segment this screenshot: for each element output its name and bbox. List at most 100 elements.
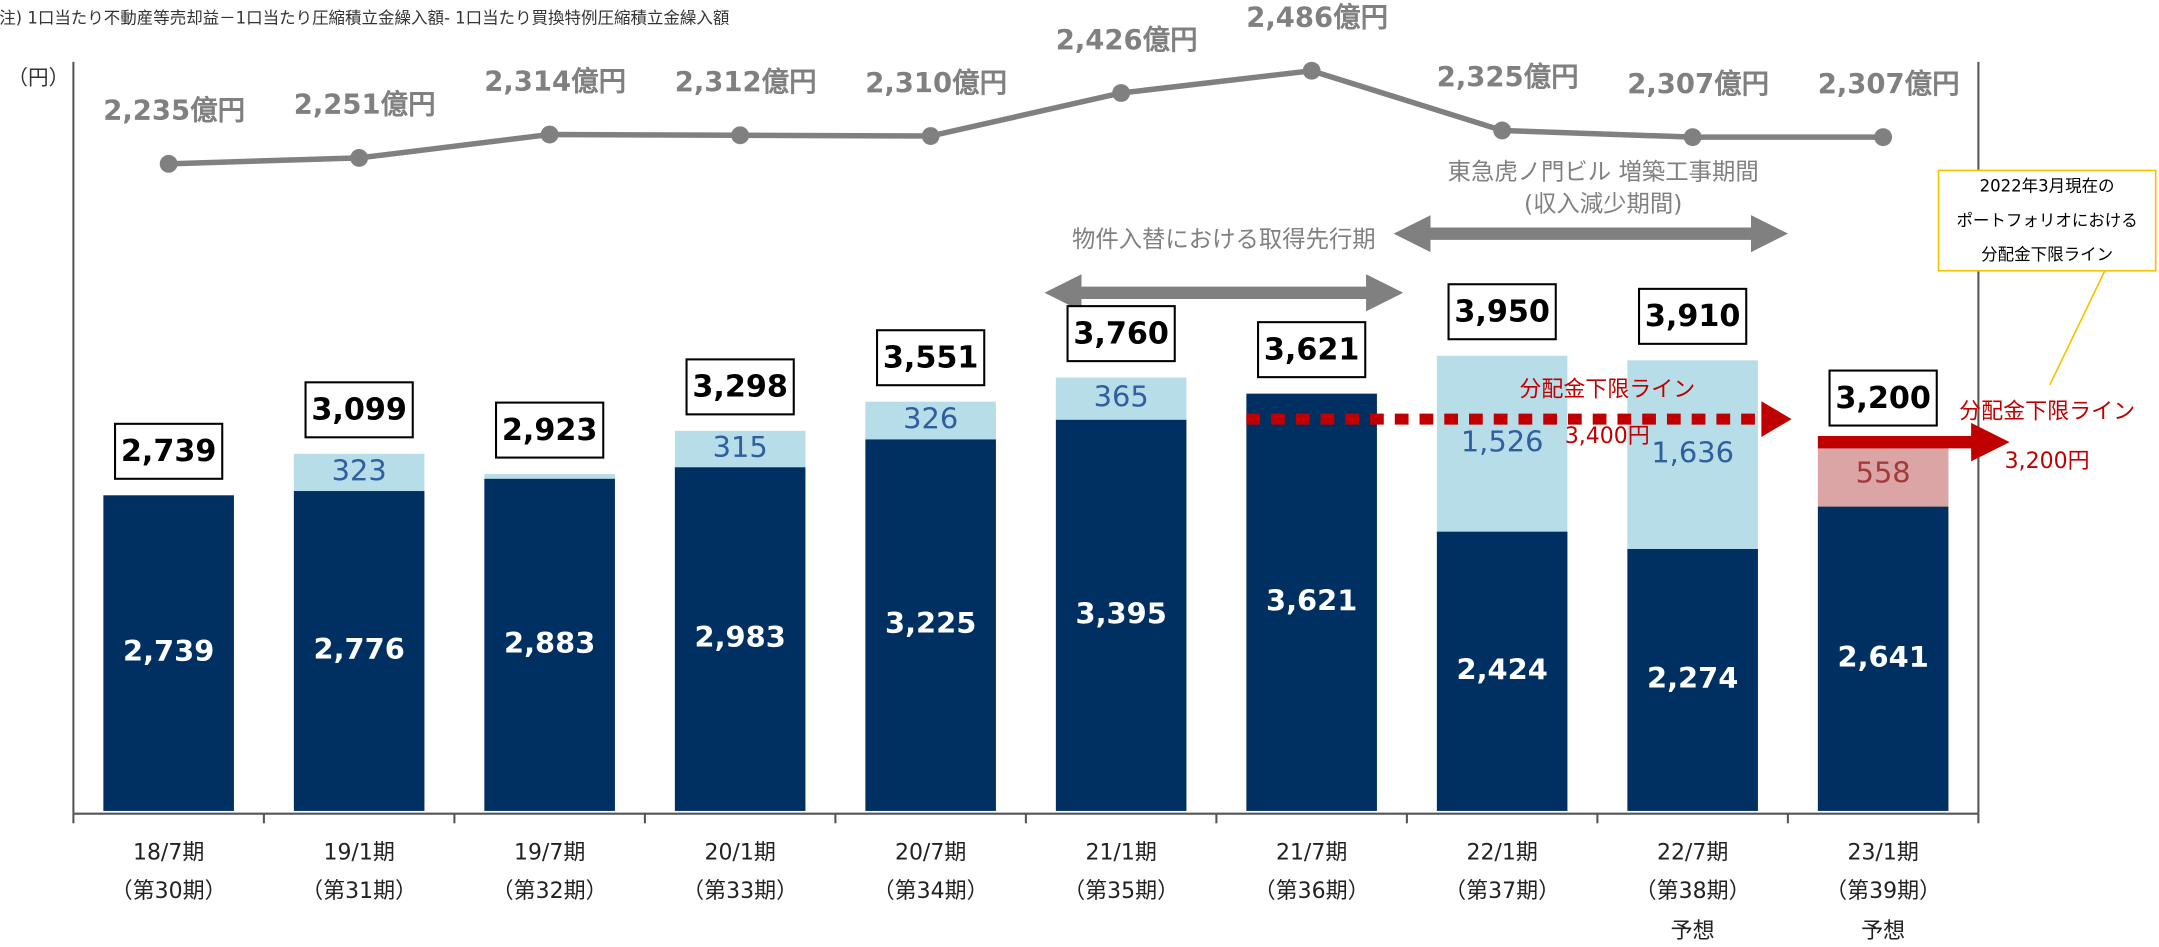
bar-segment [1436,531,1568,811]
total-label: 3,551 [883,341,979,376]
x-tick-sublabel: （第38期） [1635,879,1751,904]
bar-value-label: 2,641 [1837,640,1928,674]
x-tick-label: 21/1期 [1085,841,1156,866]
bar-value-label: 2,739 [123,634,214,668]
bar-value-label: 2,274 [1647,661,1738,695]
total-box [1638,287,1748,345]
callout-leader [2049,270,2106,386]
total-label: 2,739 [121,434,217,469]
bar-segment [1627,548,1758,811]
callout-box [1937,169,2157,272]
x-tick-label: 20/1期 [704,841,775,866]
bar-segment [1817,506,1949,811]
bar-value-label: 2,776 [313,632,404,666]
x-tick-label: 22/7期 [1657,841,1728,866]
line-point [1493,121,1512,140]
bar-segment [484,478,615,811]
total-box [1828,369,1938,427]
line-value-label: 2,251億円 [294,89,436,121]
total-label: 3,200 [1835,381,1931,416]
bar-value-label: 1,526 [1461,425,1544,459]
total-label: 3,621 [1264,333,1360,368]
callout-text: ポートフォリオにおける [1956,211,2137,230]
bar-segment [1436,355,1568,532]
x-tick-sublabel: （第32期） [492,879,608,904]
x-tick-label: 21/7期 [1276,841,1347,866]
floor-arrowhead [1971,422,2010,462]
x-tick-label: 20/7期 [895,841,966,866]
line-point [350,148,369,167]
bar-segment [1817,442,1949,507]
x-tick-label: 23/1期 [1847,841,1918,866]
bar-segment [865,439,996,811]
line-value-label: 2,314億円 [484,65,626,97]
floor-arrowhead [1761,401,1792,437]
bar-segment [103,495,234,811]
bar-segment [674,467,806,811]
bar-value-label: 2,883 [504,626,595,660]
forecast-label: 予想 [1861,919,1905,944]
period-label: 東急虎ノ門ビル 増築工事期間 [1448,158,1759,186]
bar-segment [1055,377,1187,420]
line-value-label: 2,235億円 [103,95,245,127]
bar-value-label: 2,424 [1456,652,1547,686]
callout-text: 2022年3月現在の [1980,176,2115,195]
callout-text: 分配金下限ライン [1981,245,2113,264]
bar-value-label: 323 [332,453,387,487]
line-value-label: 2,307億円 [1818,68,1960,100]
floor-label: 3,400円 [1565,424,1650,449]
bar-value-label: 1,636 [1651,436,1734,470]
line-value-label: 2,310億円 [865,67,1007,99]
line-point [1112,84,1131,102]
total-label: 3,298 [692,370,788,405]
note: 注) 1口当たり不動産等売却益－1口当たり圧縮積立金繰入額- 1口当たり買換特例… [0,9,729,28]
total-box [1257,321,1367,379]
bar-segment [293,453,425,492]
bar-segment [293,491,425,811]
total-box [685,358,795,416]
bar-value-label: 3,225 [885,606,976,640]
x-tick-sublabel: （第34期） [873,879,989,904]
x-tick-sublabel: （第36期） [1254,879,1370,904]
total-box [1066,305,1176,363]
line-value-label: 2,312億円 [675,66,817,98]
floor-label: 3,200円 [2005,449,2090,474]
total-label: 3,760 [1073,317,1169,352]
x-tick-sublabel: （第31期） [301,879,417,904]
x-tick-sublabel: （第35期） [1063,879,1179,904]
x-tick-label: 19/1期 [323,841,394,866]
bar-value-label: 365 [1094,380,1149,414]
line-point [540,125,559,144]
bar-value-label: 3,621 [1266,583,1357,617]
x-tick-label: 18/7期 [133,841,204,866]
total-label: 3,099 [311,393,407,428]
bar-segment [674,430,806,468]
total-label: 3,950 [1454,295,1550,330]
x-tick-sublabel: （第37期） [1444,879,1560,904]
line-point [921,127,940,145]
floor-name: 分配金下限ライン [1959,399,2135,424]
line-value-label: 2,307億円 [1627,68,1769,100]
total-box [1447,283,1557,341]
total-box [876,329,986,387]
x-tick-label: 22/1期 [1466,841,1537,866]
bar-value-label: 315 [713,430,768,464]
bar-value-label: 3,395 [1075,596,1166,630]
line-value-label: 2,486億円 [1246,2,1388,34]
total-box [495,401,605,459]
bar-value-label: 2,983 [694,620,785,654]
x-tick-label: 19/7期 [514,841,585,866]
total-box [114,422,224,480]
line-point [1874,128,1893,147]
x-tick-sublabel: （第39期） [1825,879,1941,904]
floor-name: 分配金下限ライン [1519,377,1695,402]
line-point [1302,61,1321,80]
line [168,67,1884,167]
x-tick-sublabel: （第33期） [682,879,798,904]
total-label: 3,910 [1645,299,1741,334]
bar-segment [1627,360,1758,549]
total-label: 2,923 [502,413,598,448]
bar-value-label: 326 [903,401,958,435]
line-value-label: 2,325億円 [1437,61,1579,93]
